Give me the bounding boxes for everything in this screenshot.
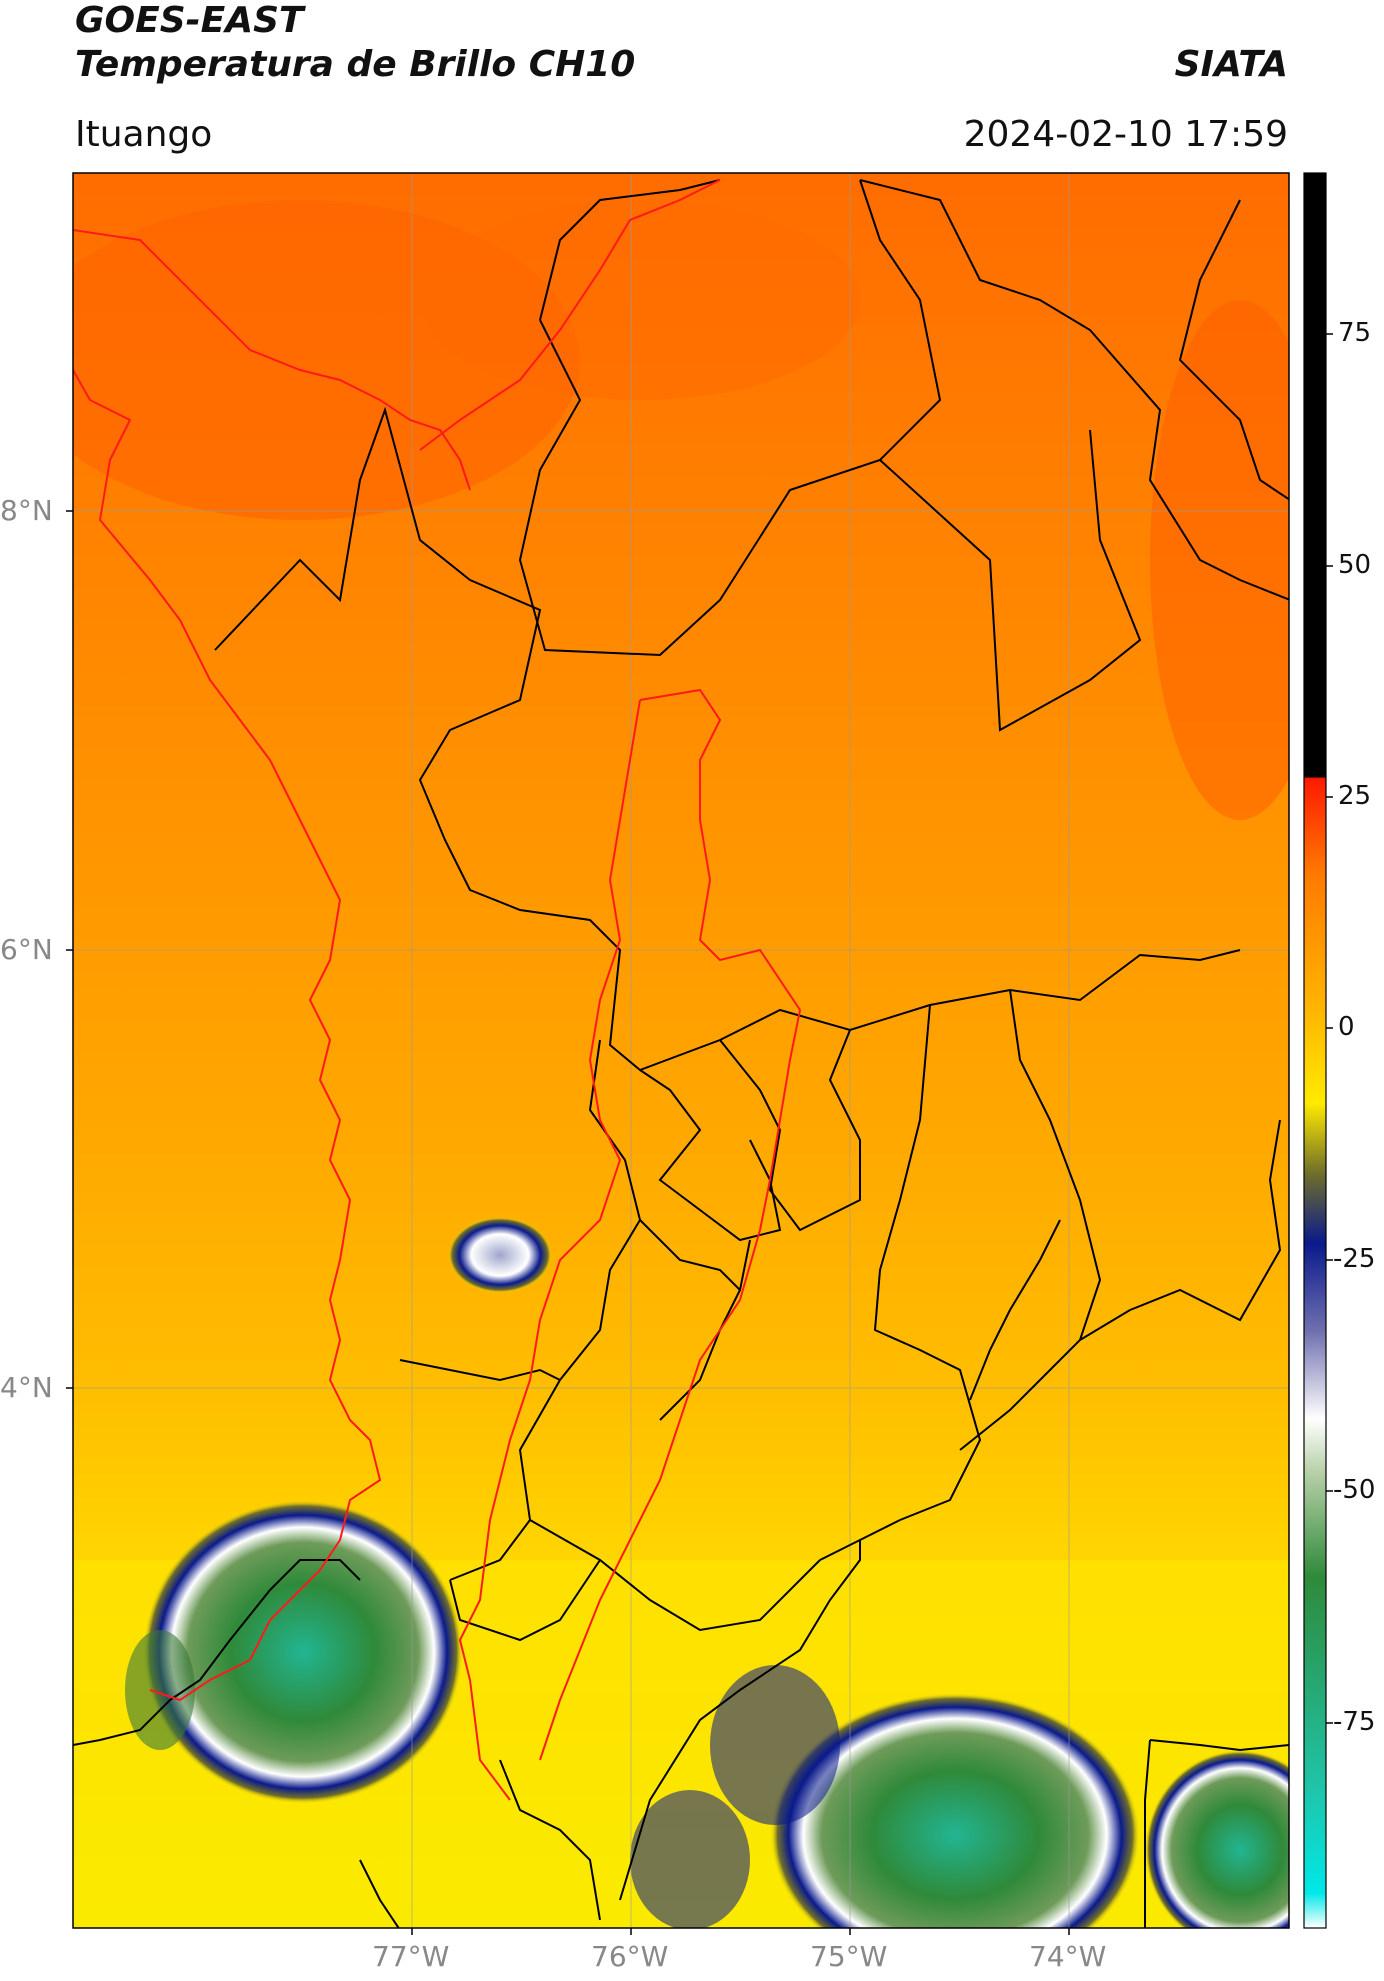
convective-cloud — [143, 1500, 463, 1804]
colorbar-ticks — [1326, 333, 1333, 1724]
colorbar-tick-label: 50 — [1338, 550, 1372, 580]
lat-tick-label: 8°N — [0, 494, 53, 527]
convective-cloud — [710, 1665, 840, 1825]
colorbar — [1303, 172, 1327, 1929]
colorbar-tick-label: -50 — [1333, 1475, 1376, 1505]
location-label: Ituango — [75, 114, 213, 155]
convective-cloud — [448, 1217, 552, 1293]
warm-patch — [1150, 300, 1289, 820]
satellite-title: GOES-EAST — [75, 0, 304, 41]
convective-cloud — [770, 1693, 1140, 1928]
institution-label: SIATA — [1174, 44, 1288, 85]
convective-cloud — [630, 1790, 750, 1928]
convective-cloud — [1145, 1750, 1289, 1928]
colorbar-tick-label: -25 — [1333, 1244, 1376, 1274]
lon-tick-label: 75°W — [810, 1940, 888, 1973]
lat-tick-label: 6°N — [0, 933, 53, 966]
colorbar-tick-label: 25 — [1338, 781, 1372, 811]
colorbar-tick-label: 75 — [1338, 318, 1372, 348]
graticule — [73, 173, 1289, 1928]
product-title: Temperatura de Brillo CH10 — [75, 44, 636, 85]
region-boundaries — [73, 179, 802, 1801]
lon-tick-label: 74°W — [1029, 1940, 1107, 1973]
department-boundaries — [73, 179, 1289, 1928]
map-frame — [72, 172, 1290, 1929]
datetime-label: 2024-02-10 17:59 — [963, 114, 1288, 155]
warm-patch — [420, 200, 860, 400]
lat-tick-label: 4°N — [0, 1371, 53, 1404]
axis-ticks — [66, 510, 1070, 1935]
colorbar-tick-label: -75 — [1333, 1707, 1376, 1737]
convective-cloud — [125, 1630, 195, 1750]
lon-tick-label: 77°W — [372, 1940, 450, 1973]
colorbar-tick-label: 0 — [1338, 1012, 1355, 1042]
lon-tick-label: 76°W — [591, 1940, 669, 1973]
